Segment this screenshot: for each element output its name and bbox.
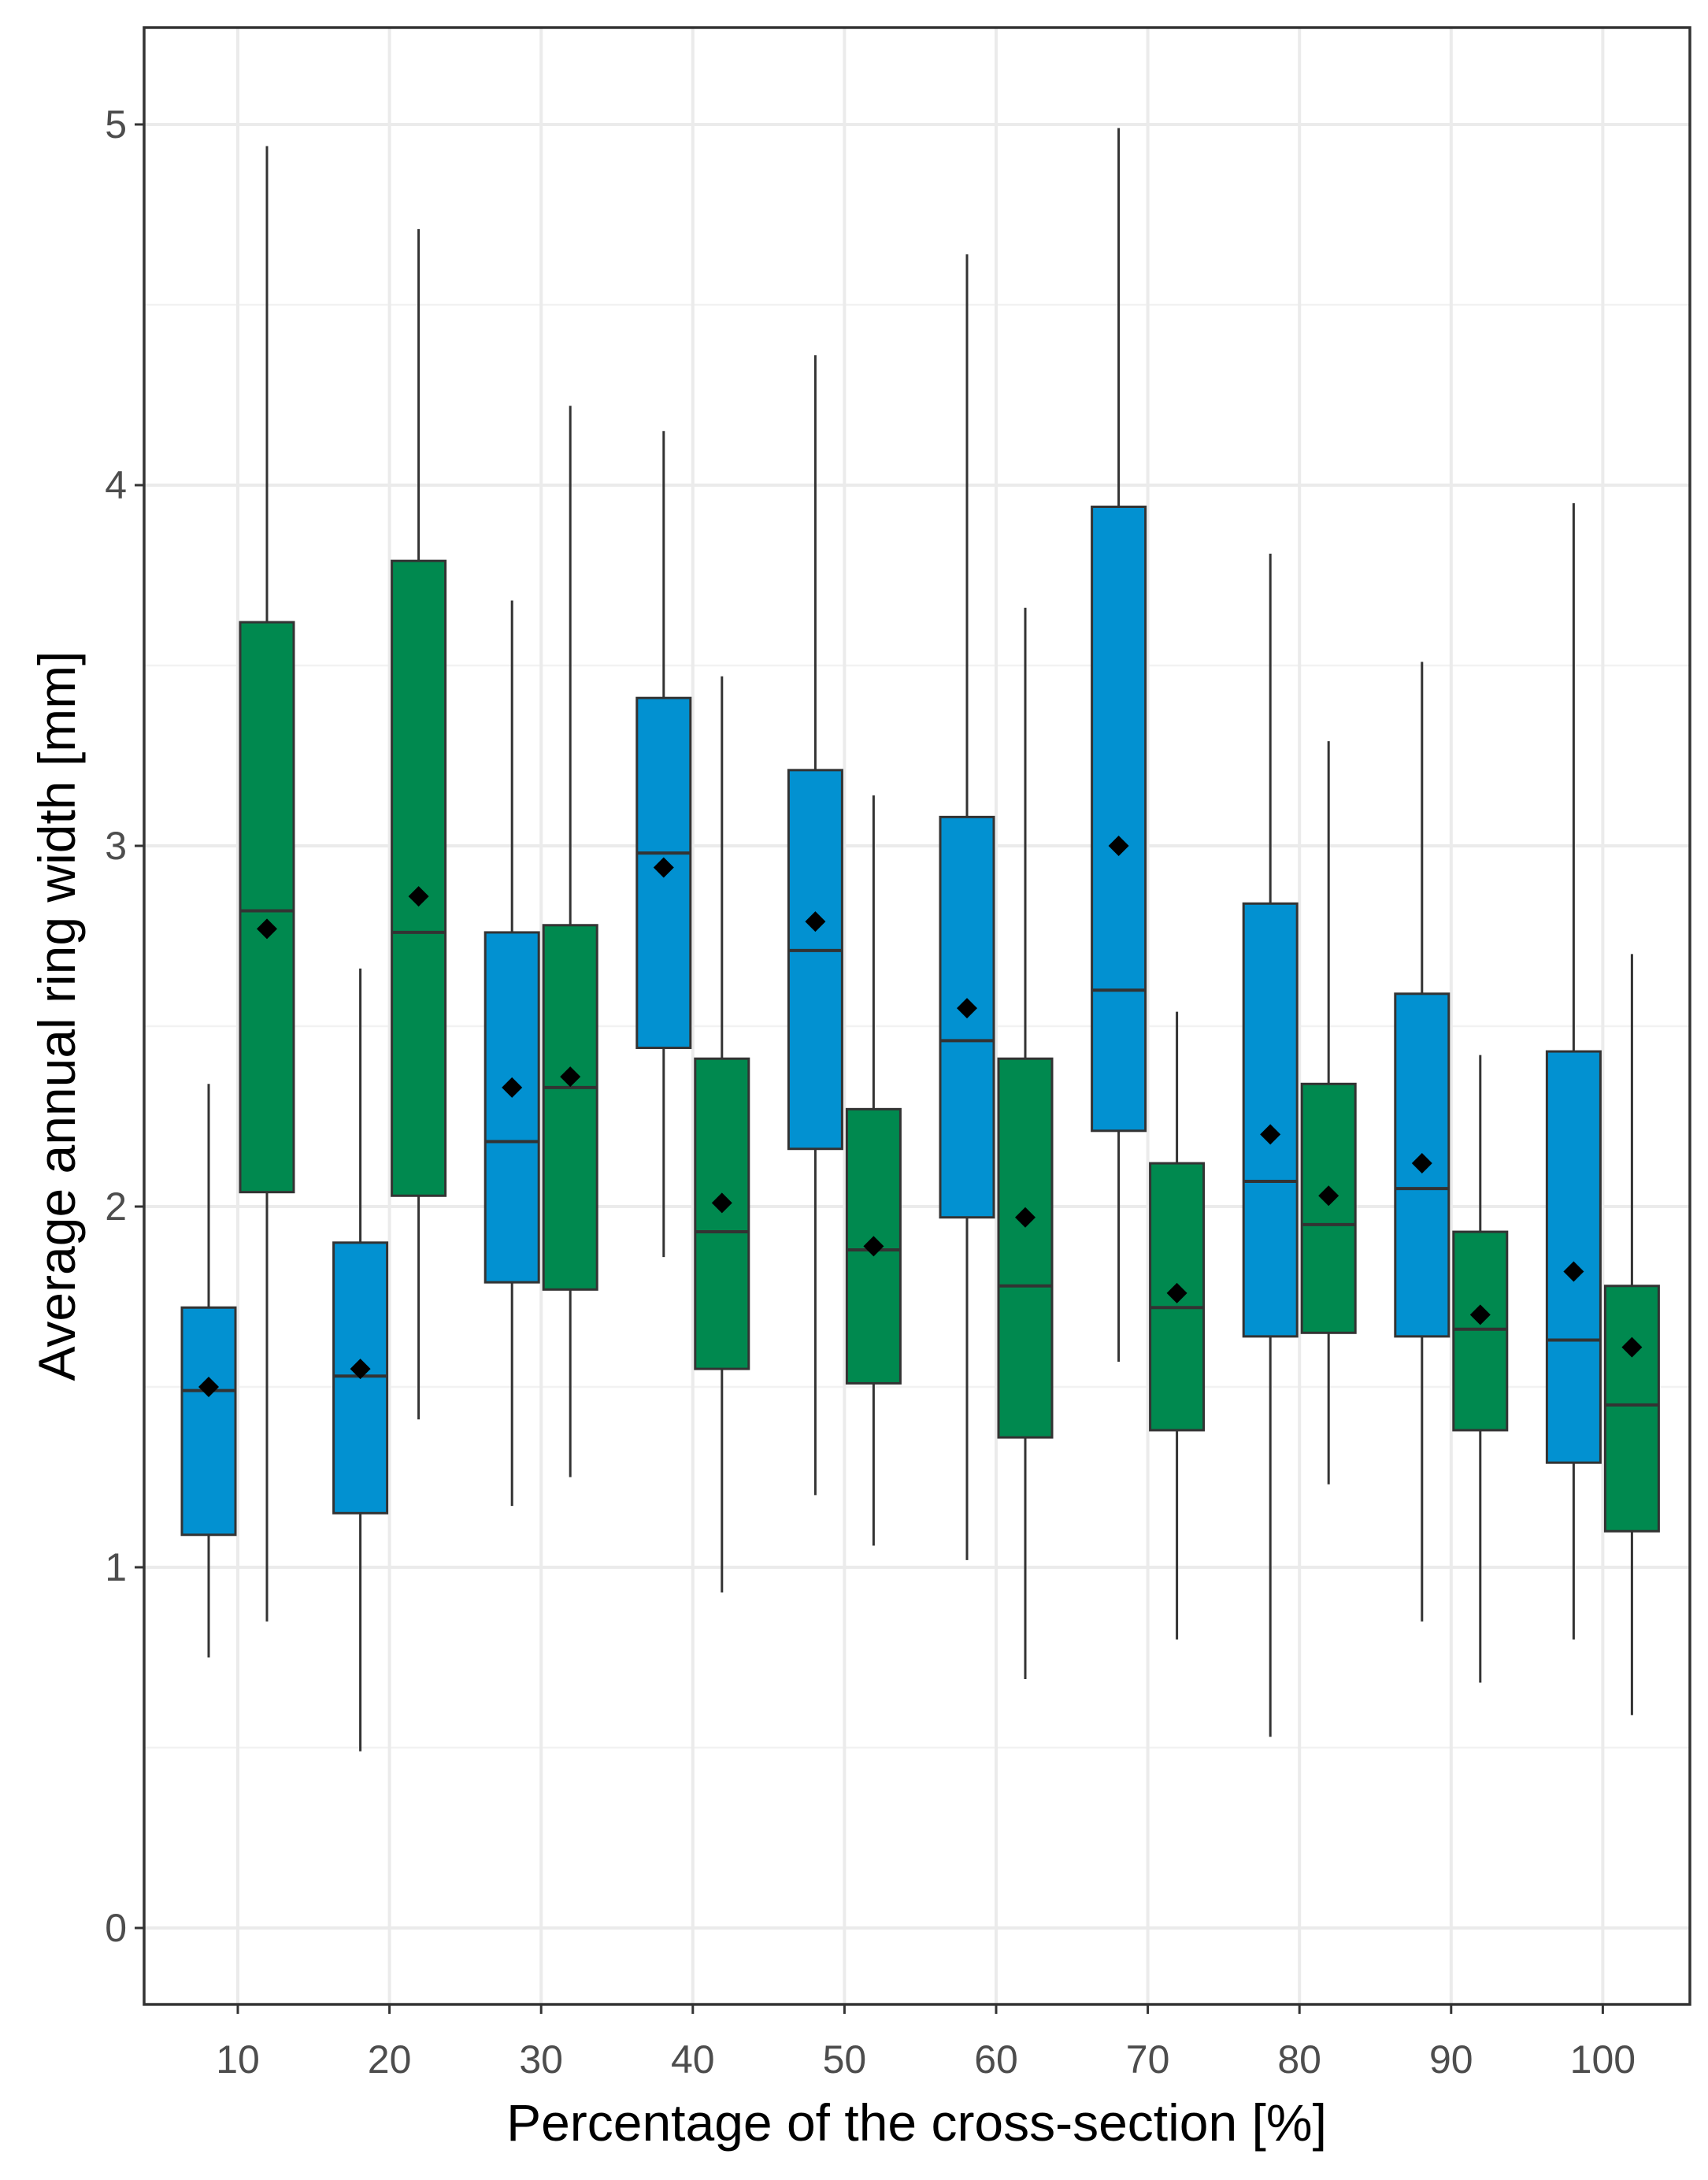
x-tick-label: 70 — [1126, 2037, 1170, 2082]
mean-marker — [653, 857, 674, 878]
box-body — [1603, 1285, 1660, 1533]
mean-marker — [350, 1359, 371, 1380]
box-2-50 — [845, 795, 902, 1546]
box-1-30 — [484, 600, 540, 1507]
box-body — [1091, 505, 1147, 1133]
box-2-20 — [391, 228, 447, 1420]
box-body — [180, 1306, 237, 1537]
box-2-60 — [997, 607, 1054, 1679]
mean-marker — [257, 918, 277, 940]
mean-marker — [711, 1192, 732, 1214]
box-body — [694, 1057, 750, 1370]
mean-marker — [1108, 836, 1129, 856]
box-body — [542, 924, 598, 1291]
box-2-40 — [694, 676, 750, 1593]
box-body — [239, 621, 295, 1194]
mean-marker — [408, 886, 429, 907]
box-body — [787, 769, 843, 1151]
box-2-70 — [1149, 1011, 1206, 1640]
mean-marker — [1469, 1304, 1491, 1325]
box-series — [180, 128, 1660, 1752]
y-tick-label: 5 — [105, 102, 127, 146]
box-1-60 — [939, 254, 995, 1560]
box-1-90 — [1394, 662, 1451, 1622]
x-tick-label: 40 — [671, 2037, 715, 2082]
x-tick-label: 90 — [1429, 2037, 1473, 2082]
box-body — [997, 1057, 1054, 1439]
mean-marker — [198, 1377, 219, 1397]
y-tick-label: 2 — [105, 1185, 127, 1229]
box-body — [1452, 1230, 1509, 1432]
box-body — [1300, 1082, 1357, 1334]
box-2-90 — [1452, 1055, 1509, 1683]
mean-marker — [863, 1236, 884, 1257]
mean-marker — [560, 1066, 581, 1088]
x-tick-label: 20 — [368, 2037, 412, 2082]
box-body — [1545, 1050, 1602, 1464]
box-body — [1242, 902, 1299, 1338]
mean-marker — [1563, 1261, 1584, 1282]
x-axis-title: Percentage of the cross-section [%] — [506, 2093, 1327, 2152]
x-tick-label: 50 — [823, 2037, 867, 2082]
y-axis: 0 1 2 3 4 5 — [105, 102, 144, 1950]
box-body — [484, 931, 540, 1284]
box-2-30 — [542, 406, 598, 1477]
mean-marker — [1318, 1185, 1339, 1207]
box-2-10 — [239, 146, 295, 1622]
mean-marker — [1621, 1337, 1643, 1358]
y-tick-label: 1 — [105, 1545, 127, 1589]
mean-marker — [1411, 1153, 1432, 1174]
box-1-70 — [1091, 128, 1147, 1362]
box-1-80 — [1242, 554, 1299, 1737]
box-1-10 — [180, 1084, 237, 1658]
y-tick-label: 3 — [105, 824, 127, 868]
x-tick-label: 100 — [1570, 2037, 1636, 2082]
box-2-100 — [1603, 954, 1660, 1715]
x-tick-label: 30 — [519, 2037, 563, 2082]
mean-marker — [1260, 1124, 1281, 1145]
x-tick-label: 80 — [1277, 2037, 1321, 2082]
mean-marker — [502, 1077, 523, 1098]
mean-marker — [957, 998, 977, 1019]
x-tick-label: 10 — [216, 2037, 260, 2082]
y-axis-title: Average annual ring width [mm] — [28, 651, 86, 1381]
x-tick-label: 60 — [974, 2037, 1018, 2082]
box-2-80 — [1300, 741, 1357, 1485]
mean-marker — [1166, 1282, 1187, 1303]
box-1-40 — [635, 431, 692, 1258]
x-axis: 10 20 30 40 50 60 70 80 90 100 — [216, 2004, 1636, 2082]
box-1-20 — [332, 968, 389, 1752]
mean-marker — [1015, 1207, 1036, 1228]
panel-border — [143, 26, 1691, 2006]
y-tick-label: 0 — [105, 1906, 127, 1950]
box-body — [391, 559, 447, 1197]
mean-marker — [805, 911, 826, 932]
box-1-100 — [1545, 502, 1602, 1640]
y-tick-label: 4 — [105, 463, 127, 507]
box-1-50 — [787, 355, 843, 1496]
